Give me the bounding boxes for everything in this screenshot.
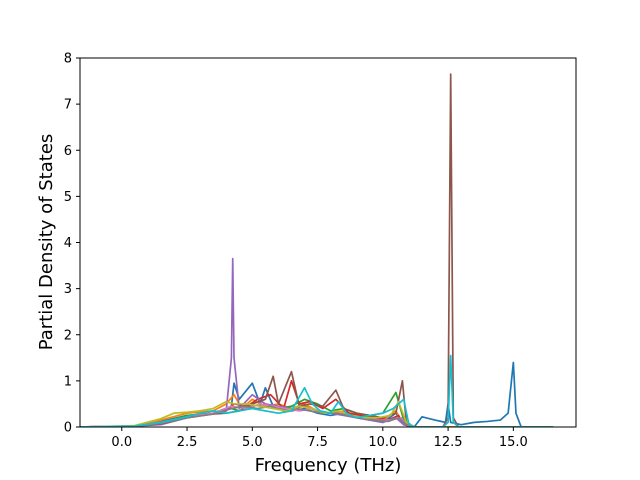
x-tick-label: 5.0 [242,435,263,450]
y-tick-label: 6 [64,144,72,159]
y-tick-label: 3 [64,282,72,297]
x-tick-label: 7.5 [307,435,328,450]
y-tick-label: 1 [64,374,72,389]
y-tick-label: 7 [64,98,72,113]
y-tick-label: 5 [64,190,72,205]
pdos-series-line-8 [80,405,554,427]
x-tick-label: 12.5 [434,435,463,450]
y-tick-label: 8 [64,52,72,67]
x-tick-label: 2.5 [177,435,198,450]
pdos-series-line-10 [80,354,554,427]
x-axis-ticks: 0.0 2.5 5.0 7.5 10.0 12.5 15.0 [111,427,528,450]
x-tick-label: 0.0 [111,435,132,450]
y-axis-label: Partial Density of States [36,134,57,351]
x-axis-label: Frequency (THz) [255,455,402,476]
y-tick-label: 4 [64,236,72,251]
series-layer [80,73,554,427]
x-tick-label: 10.0 [368,435,397,450]
y-tick-label: 2 [64,328,72,343]
x-tick-label: 15.0 [499,435,528,450]
y-axis-ticks: 0 1 2 3 4 5 6 7 8 [64,52,80,436]
y-tick-label: 0 [64,421,72,436]
pdos-series-line-9 [80,400,554,427]
